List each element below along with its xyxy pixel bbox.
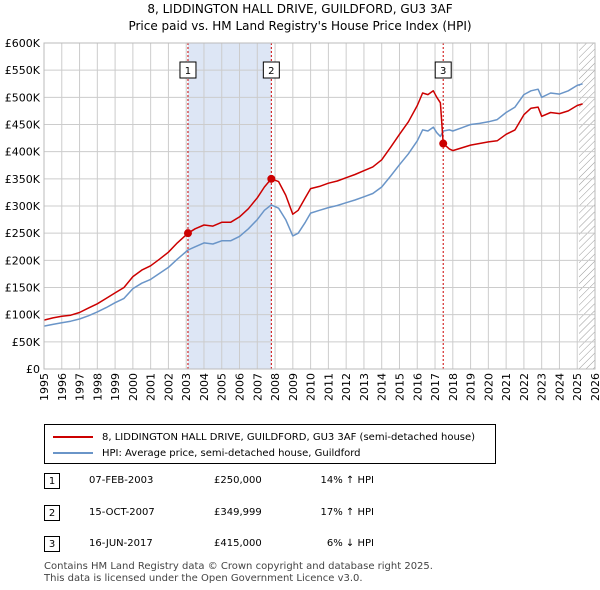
sale-number-badge: 1 xyxy=(44,473,60,489)
x-tick-label: 1998 xyxy=(91,373,104,401)
x-tick-label: 2024 xyxy=(553,373,566,401)
sale-point xyxy=(267,174,276,183)
x-tick-label: 2025 xyxy=(571,373,584,401)
y-tick-label: £300K xyxy=(5,200,41,213)
sale-number-badge: 3 xyxy=(44,536,60,552)
y-tick-label: £0 xyxy=(26,363,40,376)
x-tick-label: 2010 xyxy=(305,373,318,401)
x-tick-label: 2015 xyxy=(393,373,406,401)
sale-price: £250,000 xyxy=(214,475,262,486)
sale-date: 07-FEB-2003 xyxy=(89,475,154,486)
x-tick-label: 2022 xyxy=(518,373,531,401)
legend-label-hpi: HPI: Average price, semi-detached house,… xyxy=(102,447,361,459)
sale-point xyxy=(183,229,192,238)
legend-label-price: 8, LIDDINGTON HALL DRIVE, GUILDFORD, GU3… xyxy=(102,431,476,443)
x-tick-label: 2021 xyxy=(500,373,513,401)
x-tick-label: 2023 xyxy=(536,373,549,401)
chart-title: 8, LIDDINGTON HALL DRIVE, GUILDFORD, GU3… xyxy=(147,2,453,16)
x-tick-label: 2018 xyxy=(447,373,460,401)
y-tick-label: £250K xyxy=(5,227,41,240)
y-tick-label: £200K xyxy=(5,254,41,267)
x-tick-label: 2001 xyxy=(145,373,158,401)
x-tick-label: 2016 xyxy=(411,373,424,401)
x-tick-label: 2003 xyxy=(180,373,193,401)
sale-price: £349,999 xyxy=(214,507,262,518)
y-tick-label: £100K xyxy=(5,309,41,322)
sale-marker-label: 3 xyxy=(440,66,446,77)
footer-licence: This data is licensed under the Open Gov… xyxy=(44,573,363,584)
x-tick-label: 1997 xyxy=(74,373,87,401)
sale-price: £415,000 xyxy=(214,538,262,549)
sale-marker-box xyxy=(179,61,197,79)
plot-border xyxy=(43,42,596,370)
x-tick-label: 2020 xyxy=(482,373,495,401)
chart-subtitle: Price paid vs. HM Land Registry's House … xyxy=(128,19,472,33)
legend: 8, LIDDINGTON HALL DRIVE, GUILDFORD, GU3… xyxy=(44,424,496,464)
x-tick-label: 2002 xyxy=(162,373,175,401)
sale-marker-label: 1 xyxy=(185,66,191,77)
sale-date: 16-JUN-2017 xyxy=(89,538,153,549)
x-tick-label: 2017 xyxy=(429,373,442,401)
sale-point xyxy=(439,139,448,148)
x-tick-label: 1999 xyxy=(109,373,122,401)
x-tick-label: 2012 xyxy=(340,373,353,401)
x-tick-label: 2026 xyxy=(589,373,600,401)
price-chart: £0 £50K £100K £150K £200K £250K £300K £350K £400… xyxy=(5,37,600,401)
legend-item-hpi: HPI: Average price, semi-detached house,… xyxy=(53,446,361,460)
legend-swatch-hpi xyxy=(53,452,93,454)
x-tick-label: 1995 xyxy=(38,373,51,401)
x-tick-label: 2009 xyxy=(287,373,300,401)
legend-item-price: 8, LIDDINGTON HALL DRIVE, GUILDFORD, GU3… xyxy=(53,430,475,444)
x-tick-label: 2019 xyxy=(465,373,478,401)
sale-hpi-relation: 6% ↓ HPI xyxy=(326,538,374,549)
x-tick-label: 2004 xyxy=(198,373,211,401)
sale-hpi-relation: 14% ↑ HPI xyxy=(320,475,374,486)
hpi-line xyxy=(43,83,583,327)
x-tick-label: 2005 xyxy=(216,373,229,401)
x-tick-label: 2013 xyxy=(358,373,371,401)
y-tick-label: £550K xyxy=(5,64,41,77)
sale-hpi-relation: 17% ↑ HPI xyxy=(320,507,374,518)
y-tick-label: £450K xyxy=(5,119,41,132)
y-tick-label: £150K xyxy=(5,282,41,295)
x-tick-label: 2014 xyxy=(376,373,389,401)
x-tick-label: 2008 xyxy=(269,373,282,401)
y-tick-label: £350K xyxy=(5,173,41,186)
footer-copyright: Contains HM Land Registry data © Crown c… xyxy=(44,561,433,572)
sale-marker-box xyxy=(262,61,280,79)
y-tick-label: £500K xyxy=(5,91,41,104)
x-tick-label: 1996 xyxy=(56,373,69,401)
price-paid-line xyxy=(43,90,583,321)
x-tick-label: 2011 xyxy=(322,373,335,401)
y-tick-label: £600K xyxy=(5,37,41,50)
sale-marker-label: 2 xyxy=(268,66,274,77)
x-tick-label: 2000 xyxy=(127,373,140,401)
sale-number-badge: 2 xyxy=(44,505,60,521)
x-tick-label: 2007 xyxy=(251,373,264,401)
y-tick-label: £400K xyxy=(5,146,41,159)
sale-marker-box xyxy=(434,61,452,79)
y-tick-label: £50K xyxy=(12,336,41,349)
x-tick-label: 2006 xyxy=(234,373,247,401)
sale-date: 15-OCT-2007 xyxy=(89,507,155,518)
legend-swatch-price xyxy=(53,436,93,438)
